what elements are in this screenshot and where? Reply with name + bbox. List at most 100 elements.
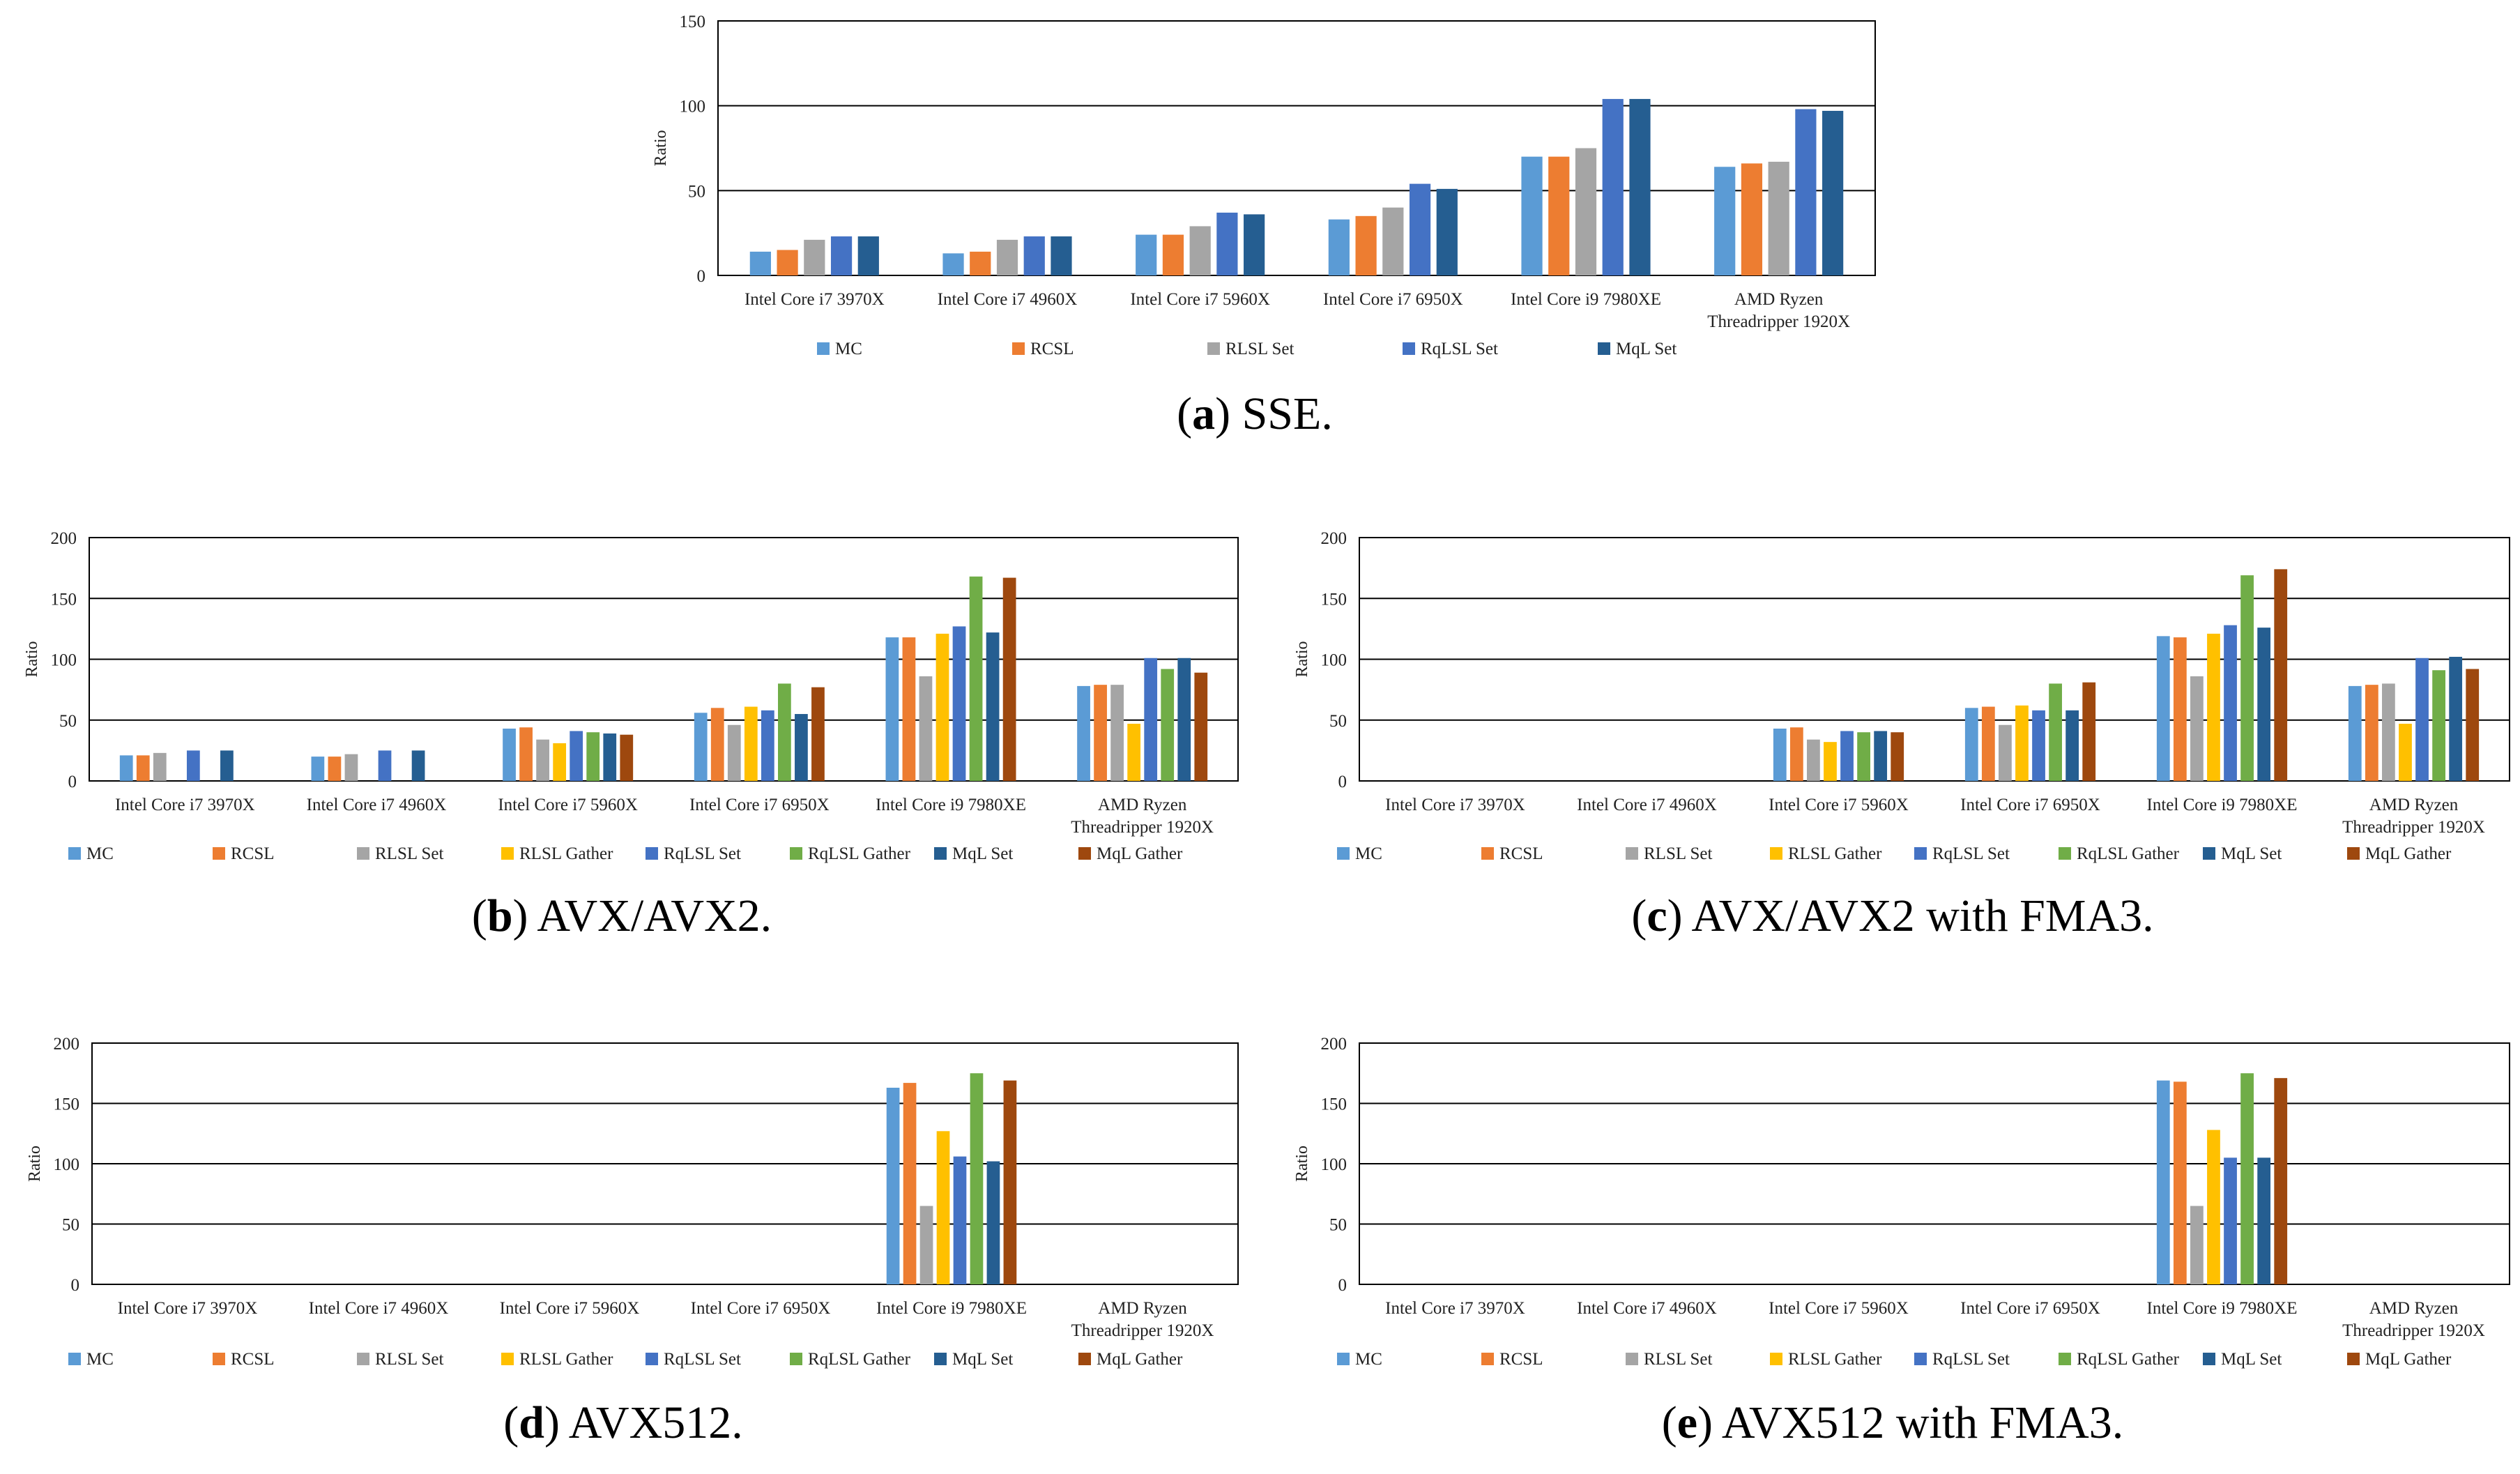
legend-label-mc: MC <box>1355 1350 1382 1369</box>
bar-mql-gather-2 <box>620 734 634 781</box>
x-category-label: Intel Core i7 4960X <box>1577 1299 1717 1318</box>
bar-rcsl-1 <box>970 251 991 275</box>
x-category-label: Intel Core i7 6950X <box>1960 1299 2100 1318</box>
subfigure-caption: (d) AVX512. <box>503 1397 743 1448</box>
subfigure-caption: (c) AVX/AVX2 with FMA3. <box>1631 890 2153 941</box>
bar-mc-5 <box>1077 685 1090 781</box>
legend-label-rcsl: RCSL <box>1499 1350 1543 1369</box>
bar-rlsl-set-4 <box>2190 1206 2204 1284</box>
legend-label-rqlsl-gather: RqLSL Gather <box>2077 1350 2180 1369</box>
bar-mql-set-4 <box>2257 628 2271 781</box>
bar-rqlsl-set-5 <box>1795 109 1817 275</box>
bar-rlsl-gather-4 <box>2207 633 2220 781</box>
legend-swatch-rqlsl-set <box>1914 1353 1927 1365</box>
bar-mc-0 <box>749 251 771 275</box>
bar-mql-gather-4 <box>1003 1080 1017 1284</box>
bar-rlsl-set-3 <box>1999 724 2012 781</box>
x-category-label: Intel Core i9 7980XE <box>876 1299 1027 1318</box>
y-tick-label: 150 <box>680 13 706 31</box>
legend-label-mql-gather: MqL Gather <box>2365 1350 2452 1369</box>
legend-label-rlsl-gather: RLSL Gather <box>519 1350 613 1369</box>
bar-mql-gather-4 <box>1002 577 1016 781</box>
bar-rqlsl-set-4 <box>953 1156 967 1284</box>
bar-rqlsl-gather-4 <box>969 576 983 781</box>
legend-swatch-rqlsl-gather <box>790 847 802 860</box>
bar-mc-4 <box>2156 636 2170 781</box>
legend-label-rqlsl-set: RqLSL Set <box>664 844 741 863</box>
y-tick-label: 200 <box>51 529 77 548</box>
legend-label-rcsl: RCSL <box>231 844 275 863</box>
bar-mql-set-4 <box>1629 98 1651 275</box>
bar-mql-set-2 <box>1874 731 1888 781</box>
x-category-label: Threadripper 1920X <box>1071 1321 1214 1340</box>
y-tick-label: 50 <box>59 712 77 731</box>
bar-mc-2 <box>503 728 516 781</box>
legend-swatch-rcsl <box>213 847 225 860</box>
bar-rqlsl-set-4 <box>2224 625 2237 781</box>
bar-rqlsl-set-1 <box>1023 236 1045 275</box>
x-category-label: Intel Core i7 3970X <box>118 1299 258 1318</box>
bar-rcsl-0 <box>136 755 150 781</box>
bar-rcsl-4 <box>903 1083 917 1284</box>
bar-rqlsl-set-0 <box>186 750 200 781</box>
bar-mc-2 <box>1136 234 1157 275</box>
bar-rqlsl-set-3 <box>2032 710 2045 781</box>
legend-label-rqlsl-gather: RqLSL Gather <box>808 1350 911 1369</box>
legend-label-rlsl-set: RLSL Set <box>375 844 443 863</box>
bar-mql-set-2 <box>1244 214 1265 275</box>
plot-area <box>1359 1042 2510 1285</box>
y-tick-label: 100 <box>1321 1155 1347 1174</box>
bar-rlsl-gather-4 <box>936 1131 950 1284</box>
y-axis-label: Ratio <box>23 641 41 678</box>
plot-area <box>1359 537 2510 782</box>
bar-rqlsl-set-4 <box>952 626 966 781</box>
bar-rcsl-2 <box>519 727 533 781</box>
bar-rcsl-2 <box>1162 234 1184 275</box>
x-category-label: Intel Core i7 4960X <box>938 290 1078 309</box>
bar-rlsl-set-1 <box>344 754 358 781</box>
x-category-label: Intel Core i7 4960X <box>307 796 447 814</box>
legend-swatch-rqlsl-set <box>1403 342 1415 355</box>
legend-label-rcsl: RCSL <box>231 1350 275 1369</box>
bar-rcsl-0 <box>777 250 798 275</box>
bar-mql-set-0 <box>220 750 234 781</box>
bar-rlsl-gather-3 <box>2015 705 2029 781</box>
x-category-label: Intel Core i7 3970X <box>1385 1299 1525 1318</box>
y-tick-label: 50 <box>1329 1216 1347 1235</box>
y-tick-label: 50 <box>688 182 705 201</box>
bar-rcsl-3 <box>1981 706 1995 781</box>
legend-label-mql-gather: MqL Gather <box>2365 844 2452 863</box>
bar-rcsl-4 <box>2173 1081 2187 1284</box>
bar-mc-5 <box>1714 167 1736 275</box>
legend-swatch-rqlsl-set <box>646 847 658 860</box>
x-category-label: AMD Ryzen <box>1098 1299 1187 1318</box>
legend-swatch-mql-set <box>1598 342 1610 355</box>
bar-rlsl-set-2 <box>1807 739 1820 781</box>
bar-mc-4 <box>1521 156 1543 275</box>
x-category-label: Intel Core i7 3970X <box>115 796 255 814</box>
x-category-label: Intel Core i7 6950X <box>689 796 830 814</box>
legend-swatch-rlsl-set <box>1626 847 1638 860</box>
legend-label-mql-set: MqL Set <box>952 844 1013 863</box>
y-axis-label: Ratio <box>1293 641 1311 678</box>
bar-mql-set-4 <box>2257 1157 2271 1284</box>
bar-rqlsl-gather-5 <box>1161 669 1175 781</box>
subfigure-caption: (e) AVX512 with FMA3. <box>1662 1397 2124 1448</box>
bar-rlsl-set-5 <box>1768 161 1789 275</box>
legend-swatch-rlsl-gather <box>1770 847 1782 860</box>
legend-swatch-rqlsl-gather <box>2059 847 2071 860</box>
bar-rlsl-set-4 <box>919 676 933 781</box>
legend-swatch-mql-gather <box>2347 1353 2360 1365</box>
legend-label-mql-set: MqL Set <box>1616 340 1677 358</box>
legend-swatch-mc <box>1337 1353 1350 1365</box>
bar-mql-set-3 <box>2065 710 2079 781</box>
bar-mql-set-2 <box>603 733 617 781</box>
bar-rcsl-5 <box>1094 685 1107 781</box>
bar-rlsl-gather-2 <box>1824 742 1837 781</box>
x-category-label: Intel Core i7 3970X <box>744 290 885 309</box>
x-category-label: AMD Ryzen <box>2369 796 2459 814</box>
chart-panel-avx512: 0 50 100 150 200 Ratio Intel Core i7 3970X Inte… <box>26 1035 1239 1448</box>
y-tick-label: 200 <box>54 1035 80 1054</box>
bar-mql-gather-4 <box>2274 569 2288 781</box>
bar-rcsl-4 <box>1548 156 1570 275</box>
